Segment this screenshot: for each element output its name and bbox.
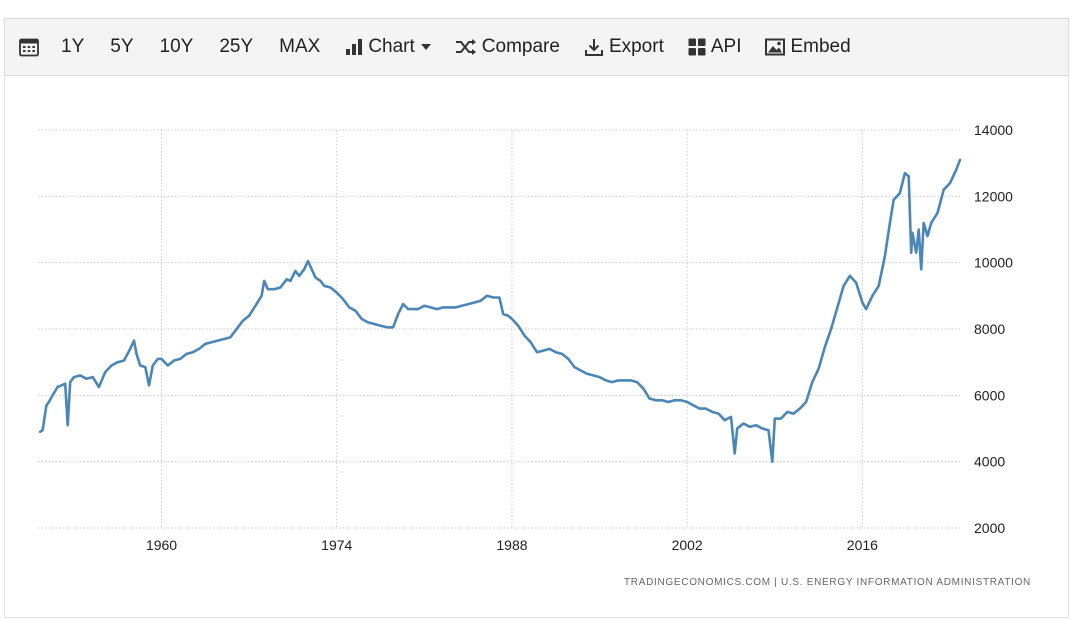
api-label: API [710, 36, 742, 57]
x-tick-label: 2016 [847, 537, 878, 553]
export-label: Export [608, 36, 664, 57]
y-tick-label: 8000 [974, 321, 1005, 337]
embed-button[interactable]: Embed [753, 19, 862, 75]
compare-label: Compare [481, 36, 560, 57]
chart-panel [4, 18, 1069, 618]
grid-icon [688, 38, 706, 56]
y-tick-label: 4000 [974, 454, 1005, 470]
y-tick-label: 12000 [974, 188, 1013, 204]
calendar-icon[interactable] [19, 19, 39, 75]
chevron-down-icon [420, 44, 431, 50]
y-tick-label: 14000 [974, 122, 1013, 138]
range-5y-button[interactable]: 5Y [110, 36, 134, 57]
bar-chart-icon [345, 38, 363, 56]
y-tick-label: 6000 [974, 387, 1005, 403]
x-tick-label: 2002 [672, 537, 703, 553]
chart-type-label: Chart [368, 36, 415, 57]
y-tick-label: 10000 [974, 255, 1013, 271]
download-icon [584, 37, 604, 57]
range-25y-button[interactable]: 25Y [219, 36, 254, 57]
series-line [38, 158, 962, 463]
range-1y-button[interactable]: 1Y [61, 36, 85, 57]
compare-button[interactable]: Compare [443, 19, 572, 75]
x-tick-label: 1960 [146, 537, 177, 553]
api-button[interactable]: API [676, 19, 754, 75]
source-credit: TRADINGECONOMICS.COM | U.S. ENERGY INFOR… [624, 577, 1031, 588]
shuffle-icon [455, 38, 477, 56]
x-tick-label: 1974 [321, 537, 352, 553]
range-max-button[interactable]: MAX [279, 36, 321, 57]
image-icon [765, 38, 786, 56]
export-button[interactable]: Export [572, 19, 676, 75]
x-tick-label: 1988 [496, 537, 527, 553]
range-10y-button[interactable]: 10Y [159, 36, 194, 57]
chart-type-button[interactable]: Chart [333, 19, 442, 75]
y-tick-label: 2000 [974, 520, 1005, 536]
toolbar: 1Y 5Y 10Y 25Y MAX Chart Compare [4, 18, 1069, 76]
embed-label: Embed [790, 36, 851, 57]
